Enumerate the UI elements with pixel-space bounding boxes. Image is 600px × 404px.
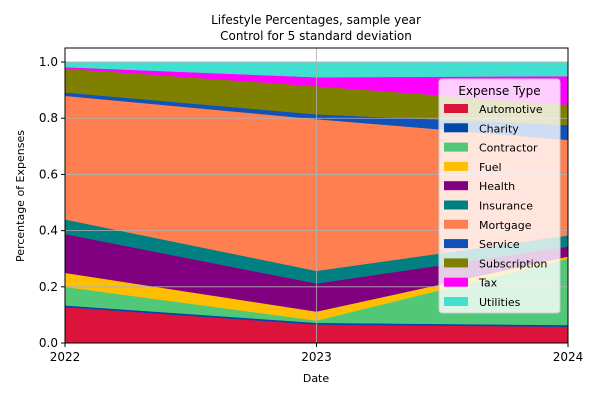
legend-label-automotive: Automotive (479, 103, 543, 116)
legend-swatch-contractor (444, 142, 468, 152)
legend-label-contractor: Contractor (479, 142, 538, 155)
chart-title: Lifestyle Percentages, sample year (211, 13, 421, 27)
x-axis-label: Date (303, 372, 330, 385)
legend-label-utilities: Utilities (479, 296, 521, 309)
y-tick-label: 0.2 (39, 280, 58, 294)
legend-label-mortgage: Mortgage (479, 219, 532, 232)
y-tick-label: 0.6 (39, 167, 58, 181)
legend-box (438, 78, 561, 314)
chart-subtitle: Control for 5 standard deviation (220, 29, 412, 43)
legend-label-tax: Tax (478, 277, 498, 290)
legend-swatch-tax (444, 277, 468, 287)
legend-swatch-subscription (444, 258, 468, 268)
legend-swatch-mortgage (444, 219, 468, 229)
y-axis: 0.0 0.2 0.4 0.6 0.8 1.0 (39, 55, 65, 350)
legend-swatch-health (444, 181, 468, 191)
x-axis: 2022 2023 2024 (50, 343, 584, 364)
x-tick-label: 2024 (553, 350, 584, 364)
y-tick-label: 0.8 (39, 111, 58, 125)
legend-swatch-charity (444, 123, 468, 133)
legend-swatch-fuel (444, 161, 468, 171)
y-tick-label: 1.0 (39, 55, 58, 69)
legend-swatch-automotive (444, 104, 468, 113)
legend-label-subscription: Subscription (479, 257, 547, 270)
x-tick-label: 2023 (301, 350, 332, 364)
legend: Expense Type Automotive Charity Contractor F… (438, 78, 561, 314)
y-axis-label: Percentage of Expenses (14, 130, 27, 262)
legend-swatch-insurance (444, 200, 468, 210)
legend-label-insurance: Insurance (479, 200, 533, 213)
y-tick-label: 0.0 (39, 336, 58, 350)
legend-swatch-utilities (444, 297, 468, 306)
legend-label-charity: Charity (479, 122, 519, 135)
legend-label-fuel: Fuel (479, 161, 502, 174)
legend-label-service: Service (479, 238, 520, 251)
legend-label-health: Health (479, 180, 515, 193)
legend-swatch-service (444, 239, 468, 249)
legend-title: Expense Type (458, 84, 540, 98)
x-tick-label: 2022 (50, 350, 81, 364)
y-tick-label: 0.4 (39, 224, 58, 238)
